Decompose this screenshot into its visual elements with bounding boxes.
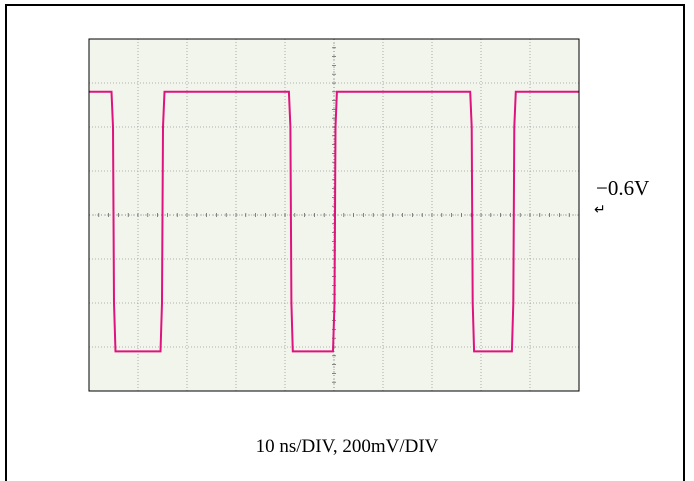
waveform-trace bbox=[89, 90, 579, 353]
scale-caption: 10 ns/DIV, 200mV/DIV bbox=[255, 436, 439, 457]
reference-arrow-icon: ↵ bbox=[594, 202, 606, 218]
screen-border bbox=[88, 38, 580, 392]
reference-level-label: −0.6V bbox=[596, 176, 650, 200]
graticule bbox=[89, 39, 579, 391]
